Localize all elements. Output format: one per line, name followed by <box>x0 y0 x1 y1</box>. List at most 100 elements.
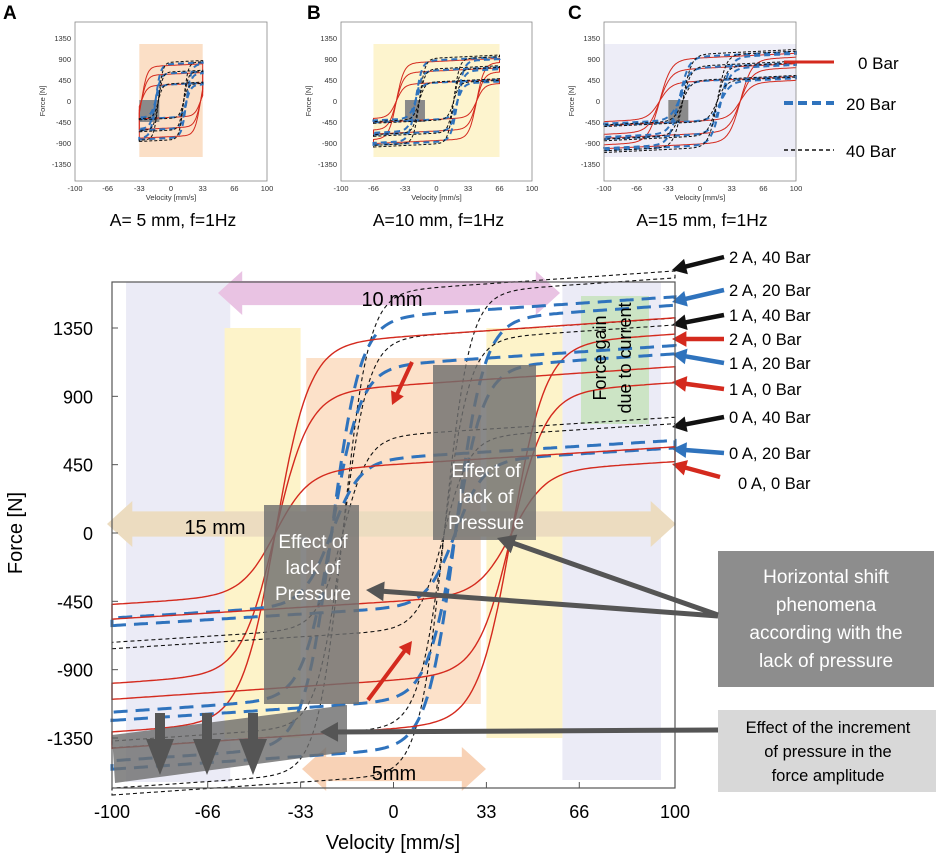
series-label-arrow <box>682 287 725 302</box>
small-x-axis-label: Velocity [mm/s] <box>146 193 196 202</box>
small-x-tick-label: 33 <box>199 184 207 193</box>
small-panel-loop <box>372 66 501 136</box>
small-y-tick-label: 450 <box>58 76 71 85</box>
callout-line-shift-2 <box>379 588 719 619</box>
down-arrow-head <box>146 739 174 775</box>
label-range-10mm: 10 mm <box>361 289 422 311</box>
small-x-tick-label: 0 <box>434 184 438 193</box>
label-horizontal-shift: according with the <box>749 623 902 644</box>
small-x-tick-label: -66 <box>102 184 113 193</box>
callout-increment <box>718 710 936 792</box>
main-chart-overlay: Effect of Effect of lack of lack of Pressure… <box>112 249 936 792</box>
small-x-tick-label: -100 <box>67 184 82 193</box>
small-y-tick-label: 900 <box>324 55 337 64</box>
small-y-tick-label: -450 <box>322 118 337 127</box>
small-y-tick-label: -450 <box>585 118 600 127</box>
x-tick-label: 100 <box>660 802 690 822</box>
panel-caption: A=10 mm, f=1Hz <box>373 210 504 230</box>
panel-caption: A=15 mm, f=1Hz <box>636 210 767 230</box>
small-x-tick-label: -33 <box>400 184 411 193</box>
small-panel-gray-box <box>404 100 425 122</box>
down-arrow-head <box>193 739 221 775</box>
label-horizontal-shift: lack of pressure <box>759 651 893 672</box>
series-label: 1 A, 0 Bar <box>729 381 802 399</box>
small-panel-frame <box>603 21 797 182</box>
small-panels: -100 -66 -33 0 33 66 100 1350 900 450 0 -450 -900 -13… <box>3 3 802 230</box>
small-panel-loop <box>373 78 500 124</box>
small-y-axis-label: Force [N] <box>567 86 576 117</box>
series-label: 2 A, 20 Bar <box>729 282 811 300</box>
small-y-tick-label: 1350 <box>583 34 600 43</box>
small-panel-loop <box>603 60 797 142</box>
callout-arrowhead-increment <box>320 722 339 742</box>
series-label: 0 A, 20 Bar <box>729 445 811 463</box>
label-lack-pressure-left: Effect of <box>278 532 348 553</box>
small-x-tick-label: 66 <box>230 184 238 193</box>
small-panel-frame <box>74 21 268 182</box>
panel-letter: B <box>307 3 321 24</box>
small-y-tick-label: -900 <box>322 139 337 148</box>
y-tick-label: -450 <box>57 592 93 612</box>
small-y-tick-label: -900 <box>56 139 71 148</box>
x-tick-label: 33 <box>476 802 496 822</box>
small-panel-loop <box>372 78 501 124</box>
series-label: 0 A, 40 Bar <box>729 409 811 427</box>
legend-label-40bar: 40 Bar <box>846 142 896 161</box>
series-label-arrow <box>682 414 725 428</box>
series-label: 1 A, 20 Bar <box>729 355 811 373</box>
y-tick-label: 1350 <box>53 319 93 339</box>
small-x-tick-label: 0 <box>169 184 173 193</box>
series-label-arrow-head <box>672 376 688 392</box>
direction-arrow-low-branch-head <box>398 641 412 656</box>
small-x-axis-label: Velocity [mm/s] <box>411 193 461 202</box>
series-label-arrow-head <box>672 331 687 347</box>
series-label: 1 A, 40 Bar <box>729 307 811 325</box>
label-increment-pressure: of pressure in the <box>764 743 892 761</box>
callout-arrowhead-shift-2 <box>366 581 385 602</box>
x-axis-label: Velocity [mm/s] <box>326 832 460 854</box>
small-panel-loop <box>138 61 204 141</box>
gray-box-lack-pressure-left <box>264 505 359 704</box>
x-tick-label: -100 <box>94 802 130 822</box>
small-y-axis-label: Force [N] <box>304 86 313 117</box>
down-arrow-stem <box>248 713 258 739</box>
legend-label-0bar: 0 Bar <box>858 54 899 73</box>
panel-letter: A <box>3 3 17 24</box>
small-x-tick-label: -66 <box>631 184 642 193</box>
label-lack-pressure-left: Pressure <box>275 584 351 605</box>
callout-arrowhead-shift-1 <box>497 534 518 554</box>
gray-box-lack-pressure-right <box>433 365 536 540</box>
small-panel-c: -100 -66 -33 0 33 66 100 1350 900 450 0 -450 -900 -13… <box>567 3 802 230</box>
series-label-arrow <box>682 312 725 326</box>
small-x-tick-label: 100 <box>526 184 539 193</box>
small-y-tick-label: -1350 <box>581 160 600 169</box>
gray-box-increment <box>112 705 347 783</box>
band-green-gain <box>581 296 649 424</box>
y-tick-label: -900 <box>57 661 93 681</box>
small-y-tick-label: -1350 <box>52 160 71 169</box>
callout-line-shift-1 <box>509 539 719 618</box>
small-panel-band <box>604 44 796 157</box>
small-y-tick-label: 900 <box>58 55 71 64</box>
small-x-tick-label: 66 <box>759 184 767 193</box>
small-x-tick-label: -100 <box>596 184 611 193</box>
small-y-tick-label: 1350 <box>320 34 337 43</box>
legend-label-20bar: 20 Bar <box>846 95 896 114</box>
small-x-axis-label: Velocity [mm/s] <box>675 193 725 202</box>
label-lack-pressure-left: lack of <box>286 558 342 579</box>
label-range-5mm: 5mm <box>372 763 416 785</box>
small-y-tick-label: 0 <box>596 97 600 106</box>
series-label-arrow-head <box>672 460 688 476</box>
force-gain-label: Force gain due to current <box>590 302 635 413</box>
small-panel-loop <box>138 60 204 142</box>
label-horizontal-shift: Horizontal shift <box>763 567 889 588</box>
series-label-arrow-head <box>672 442 687 459</box>
down-arrow-stem <box>155 713 165 739</box>
direction-arrow-up-branch-head <box>391 390 404 405</box>
label-horizontal-shift: phenomena <box>776 595 877 616</box>
y-axis-label: Force [N] <box>5 492 27 574</box>
arrow-range-5mm <box>302 747 486 791</box>
small-x-tick-label: 100 <box>261 184 274 193</box>
panel-caption: A= 5 mm, f=1Hz <box>110 210 236 230</box>
